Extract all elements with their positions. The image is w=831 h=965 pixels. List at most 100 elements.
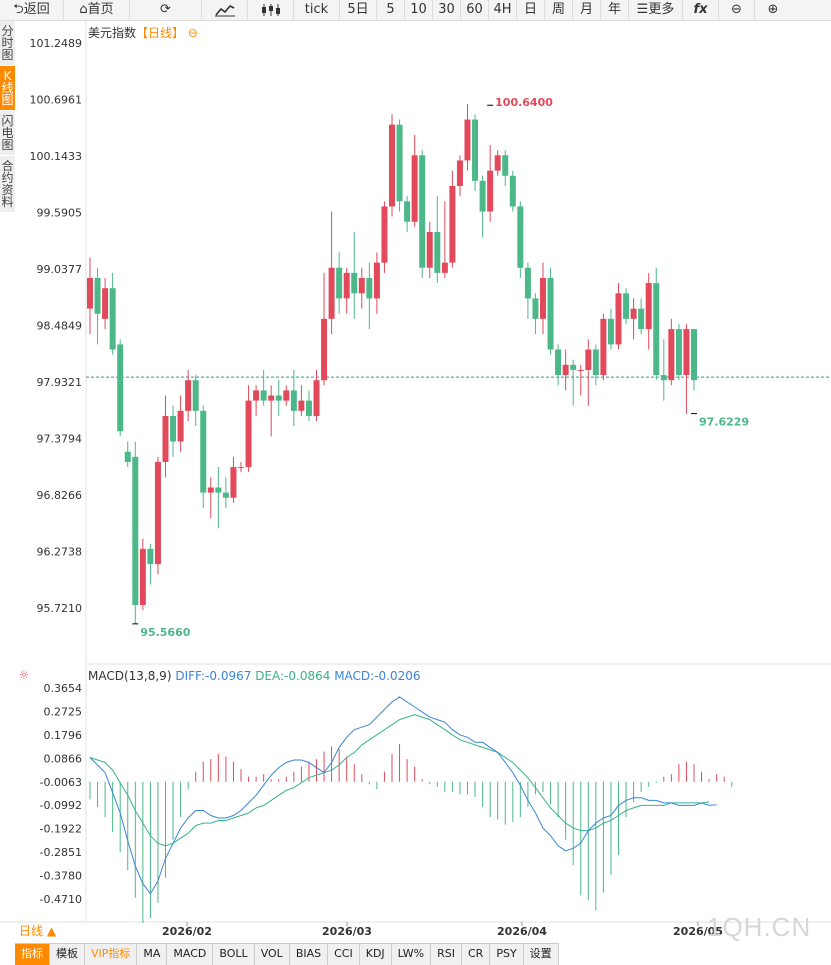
candle-body: [630, 308, 637, 319]
candle-body: [645, 283, 652, 330]
candle-body: [260, 390, 267, 401]
candle-body: [532, 298, 539, 319]
tab-cr[interactable]: CR: [462, 944, 491, 965]
period-60min[interactable]: 60: [461, 0, 489, 20]
watermark: 1QH.CN: [707, 912, 812, 942]
formula-button[interactable]: fx: [683, 0, 719, 20]
tab-vol[interactable]: VOL: [255, 944, 290, 965]
tab-vip-indicator[interactable]: VIP指标: [85, 944, 138, 965]
period-4h[interactable]: 4H: [489, 0, 517, 20]
period-5min[interactable]: 5: [377, 0, 405, 20]
period-label: 【日线】: [136, 26, 185, 40]
more-button[interactable]: ☰更多: [629, 0, 683, 20]
price-tick-label: 101.2489: [30, 37, 83, 50]
candle-body: [592, 349, 599, 376]
candle-body: [185, 380, 192, 411]
candle-body: [570, 364, 577, 370]
candle-body: [600, 318, 607, 376]
macd-title: MACD(13,8,9) DIFF:-0.0967 DEA:-0.0864 MA…: [88, 669, 421, 683]
price-tick-label: 98.4849: [37, 320, 83, 333]
tab-kdj[interactable]: KDJ: [360, 944, 392, 965]
price-tick-label: 96.8266: [37, 489, 83, 502]
period-5d[interactable]: 5日: [340, 0, 377, 20]
candle-body: [200, 410, 207, 493]
candle-body: [343, 272, 350, 299]
zoom-out-button[interactable]: ⊖: [719, 0, 755, 20]
macd-name: MACD(13,8,9): [88, 669, 172, 683]
candlestick-button[interactable]: [248, 0, 294, 20]
period-10min[interactable]: 10: [405, 0, 433, 20]
candle-body: [268, 395, 275, 401]
sun-icon[interactable]: ☼: [19, 668, 30, 682]
zoom-in-button[interactable]: ⊕: [755, 0, 791, 20]
tab-rsi[interactable]: RSI: [431, 944, 462, 965]
tab-macd[interactable]: MACD: [167, 944, 214, 965]
back-button[interactable]: ⮌返回: [0, 0, 64, 20]
period-30min[interactable]: 30: [433, 0, 461, 20]
tab-ma[interactable]: MA: [137, 944, 168, 965]
candle-body: [615, 293, 622, 345]
candle-body: [162, 415, 169, 462]
period-ribbon[interactable]: 日线 ▲: [19, 924, 57, 938]
period-month[interactable]: 月: [573, 0, 601, 20]
candle-body: [230, 467, 237, 498]
macd-tick-label: -0.0992: [40, 799, 82, 812]
period-week[interactable]: 周: [545, 0, 573, 20]
period-year[interactable]: 年: [601, 0, 629, 20]
candle-body: [207, 487, 214, 493]
home-button[interactable]: ⌂首页: [64, 0, 130, 20]
candle-body: [238, 467, 244, 469]
sidebar-item-lightning[interactable]: 闪电图: [0, 111, 15, 156]
candle-body: [660, 375, 667, 381]
candle-body: [253, 390, 260, 401]
tab-boll[interactable]: BOLL: [213, 944, 255, 965]
candle-body: [192, 380, 199, 411]
macd-tick-label: 0.1796: [44, 729, 83, 742]
x-tick-label: 2026/05: [673, 925, 723, 938]
chart-type-button[interactable]: [202, 0, 248, 20]
sidebar-item-intraday[interactable]: 分时图: [0, 21, 15, 66]
price-chart[interactable]: 101.2489 100.6961 100.1433 99.5905 99.0377 98…: [0, 21, 831, 941]
tab-lw[interactable]: LW%: [392, 944, 432, 965]
x-tick-label: 2026/03: [322, 925, 372, 938]
candle-body: [547, 277, 554, 350]
candle-body: [479, 180, 486, 212]
candle-body: [328, 267, 335, 319]
candle-body: [321, 318, 328, 381]
tab-psy[interactable]: PSY: [490, 944, 524, 965]
candle-body: [456, 160, 463, 186]
candle-body: [396, 124, 403, 202]
back-arrow-icon: ⮌: [13, 2, 24, 17]
tab-indicator[interactable]: 指标: [15, 944, 50, 965]
zoom-in-icon: ⊕: [767, 2, 779, 17]
candle-body: [109, 288, 116, 350]
tick-button[interactable]: tick: [294, 0, 340, 20]
tab-cci[interactable]: CCI: [328, 944, 360, 965]
collapse-icon[interactable]: ⊖: [184, 26, 198, 40]
refresh-button[interactable]: ⟳: [130, 0, 202, 20]
tab-bias[interactable]: BIAS: [290, 944, 329, 965]
candle-body: [147, 548, 154, 565]
candle-body: [691, 329, 697, 381]
candle-body: [102, 288, 109, 319]
price-tick-label: 100.1433: [30, 150, 83, 163]
candle-body: [381, 206, 388, 263]
candle-body: [472, 119, 479, 181]
candlestick-icon: [261, 3, 280, 16]
macd-tick-label: 0.0866: [44, 752, 83, 765]
candle-body: [366, 277, 373, 299]
sidebar-item-kline[interactable]: K线图: [0, 66, 15, 111]
candle-body: [502, 155, 509, 176]
candle-body: [434, 231, 441, 273]
candle-body: [275, 395, 282, 401]
tab-template[interactable]: 模板: [50, 944, 85, 965]
price-tick-label: 99.0377: [37, 263, 83, 276]
candle-body: [124, 451, 131, 462]
candle-body: [517, 206, 524, 268]
period-day[interactable]: 日: [517, 0, 545, 20]
candle-body: [419, 155, 426, 268]
sidebar-item-contract-info[interactable]: 合约资料: [0, 156, 15, 213]
price-tick-label: 99.5905: [37, 207, 83, 220]
candle-body: [283, 390, 290, 401]
tab-settings[interactable]: 设置: [524, 944, 559, 965]
